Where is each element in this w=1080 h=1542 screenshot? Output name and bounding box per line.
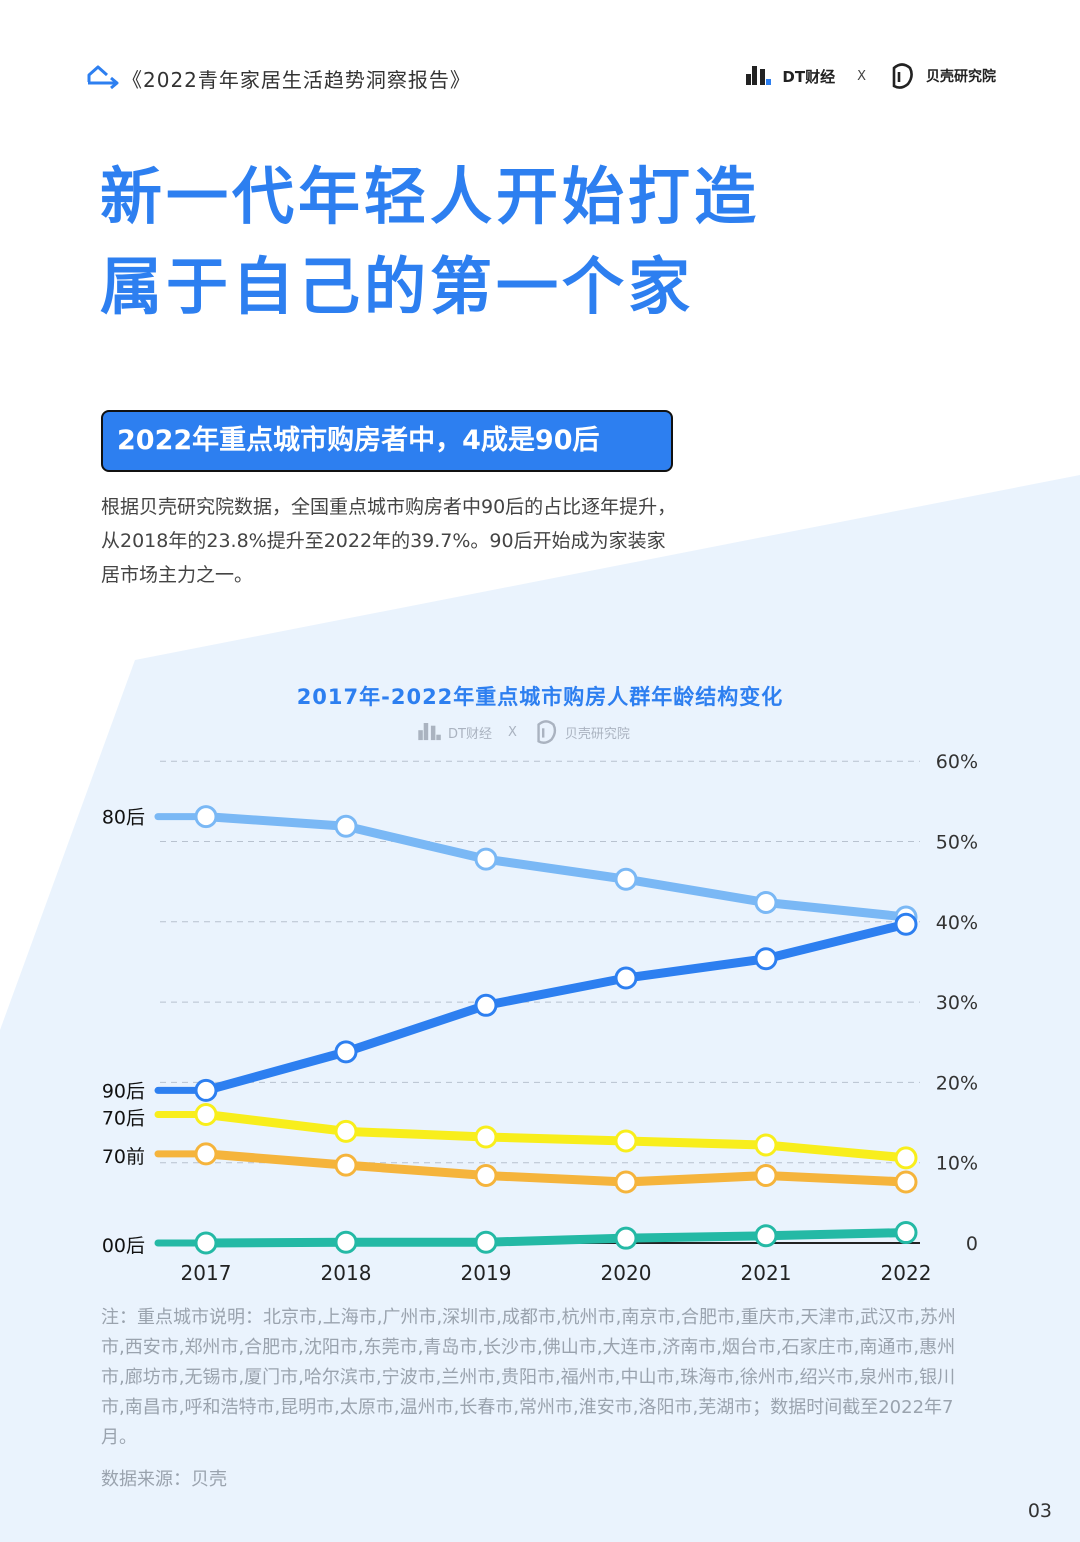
series-2-point-2 bbox=[474, 1125, 498, 1149]
series-0-point-4 bbox=[754, 891, 778, 915]
body-paragraph: 根据贝壳研究院数据，全国重点城市购房者中90后的占比逐年提升，从2018年的23… bbox=[101, 496, 677, 586]
series-4-point-2 bbox=[474, 1230, 498, 1254]
brand-beike-label: 贝壳研究院 bbox=[926, 69, 996, 85]
series-1-point-2 bbox=[474, 993, 498, 1017]
y-tick-label-1: 10% bbox=[936, 1153, 978, 1175]
series-3-point-3 bbox=[614, 1170, 638, 1194]
series-0-point-2 bbox=[474, 847, 498, 871]
series-4-point-5 bbox=[894, 1221, 918, 1245]
series-2-point-5 bbox=[894, 1146, 918, 1170]
series-2-label: 70后 bbox=[102, 1108, 145, 1130]
data-source: 数据来源：贝壳 bbox=[101, 1469, 227, 1490]
dt-logo-icon bbox=[746, 66, 772, 85]
header-brands: DT财经 X 贝壳研究院 bbox=[746, 62, 996, 90]
series-0-line bbox=[201, 812, 911, 922]
headline-line-1: 新一代年轻人开始打造 bbox=[100, 160, 761, 233]
x-tick-label-3: 2020 bbox=[601, 1261, 652, 1285]
subhead-banner: 2022年重点城市购房者中，4成是90后 bbox=[101, 410, 673, 472]
series-2-point-3 bbox=[614, 1129, 638, 1153]
chart-beike-logo-icon bbox=[537, 720, 556, 744]
series-1-point-0 bbox=[194, 1078, 218, 1102]
x-tick-label-5: 2022 bbox=[881, 1261, 932, 1285]
age-structure-line-chart: 0 10% 20% 30% 40% 50% 60% 2017 2018 2019 2020 2021 2… bbox=[102, 751, 978, 1285]
series-0-point-1 bbox=[334, 814, 358, 838]
series-3-point-1 bbox=[334, 1153, 358, 1177]
x-tick-label-1: 2018 bbox=[321, 1261, 372, 1285]
series-4-line bbox=[201, 1228, 911, 1248]
series-4-point-3 bbox=[614, 1226, 638, 1250]
chart-brand-beike-label: 贝壳研究院 bbox=[564, 726, 630, 742]
series-4-label: 00后 bbox=[102, 1235, 145, 1257]
series-4-point-1 bbox=[334, 1230, 358, 1254]
chart-title: 2017年-2022年重点城市购房人群年龄结构变化 bbox=[296, 685, 784, 709]
series-2-line bbox=[201, 1110, 911, 1163]
brand-dt-label: DT财经 bbox=[782, 67, 836, 86]
headline-line-2: 属于自己的第一个家 bbox=[100, 250, 695, 323]
x-tick-label-2: 2019 bbox=[461, 1261, 512, 1285]
series-0-label: 80后 bbox=[102, 807, 145, 829]
series-3-label: 70前 bbox=[102, 1146, 145, 1168]
series-1-point-3 bbox=[614, 966, 638, 990]
series-0-point-0 bbox=[194, 805, 218, 829]
y-tick-label-3: 30% bbox=[936, 992, 978, 1014]
chart-brand-separator: X bbox=[507, 724, 517, 740]
series-1-line bbox=[201, 919, 911, 1095]
y-tick-label-6: 60% bbox=[936, 751, 978, 773]
chart-note: 注：重点城市说明：北京市,上海市,广州市,深圳市,成都市,杭州市,南京市,合肥市… bbox=[101, 1307, 956, 1448]
chart-brand-dt-label: DT财经 bbox=[448, 726, 492, 742]
page-header: 《2022青年家居生活趋势洞察报告》 DT财经 X 贝壳研究院 bbox=[86, 62, 996, 94]
series-3-point-2 bbox=[474, 1164, 498, 1188]
series-4-point-4 bbox=[754, 1224, 778, 1248]
series-0-point-3 bbox=[614, 867, 638, 891]
series-3-point-0 bbox=[194, 1142, 218, 1166]
series-2-point-4 bbox=[754, 1133, 778, 1157]
chart-dt-logo-icon bbox=[418, 723, 441, 741]
y-tick-label-4: 40% bbox=[936, 912, 978, 934]
series-3-point-4 bbox=[754, 1164, 778, 1188]
report-title: 《2022青年家居生活趋势洞察报告》 bbox=[122, 68, 471, 92]
beike-logo-icon bbox=[892, 63, 913, 89]
series-1-point-5 bbox=[894, 912, 918, 936]
series-4-point-0 bbox=[194, 1231, 218, 1255]
y-tick-label-2: 20% bbox=[936, 1072, 978, 1094]
series-1-point-4 bbox=[754, 947, 778, 971]
series-2-point-1 bbox=[334, 1119, 358, 1143]
x-tick-label-0: 2017 bbox=[181, 1261, 232, 1285]
series-3-point-5 bbox=[894, 1170, 918, 1194]
page-headline: 新一代年轻人开始打造 属于自己的第一个家 bbox=[100, 152, 760, 332]
x-tick-label-4: 2021 bbox=[741, 1261, 792, 1285]
series-1-label: 90后 bbox=[102, 1080, 145, 1102]
page-number: 03 bbox=[1027, 1500, 1052, 1522]
brand-separator: X bbox=[857, 68, 866, 84]
house-logo-icon bbox=[87, 65, 119, 90]
y-tick-label-5: 50% bbox=[936, 832, 978, 854]
series-3-line bbox=[201, 1149, 911, 1187]
chart-brands: DT财经 X 贝壳研究院 bbox=[418, 720, 630, 744]
series-1-point-1 bbox=[334, 1040, 358, 1064]
y-tick-label-0: 0 bbox=[966, 1233, 978, 1255]
series-2-point-0 bbox=[194, 1103, 218, 1127]
